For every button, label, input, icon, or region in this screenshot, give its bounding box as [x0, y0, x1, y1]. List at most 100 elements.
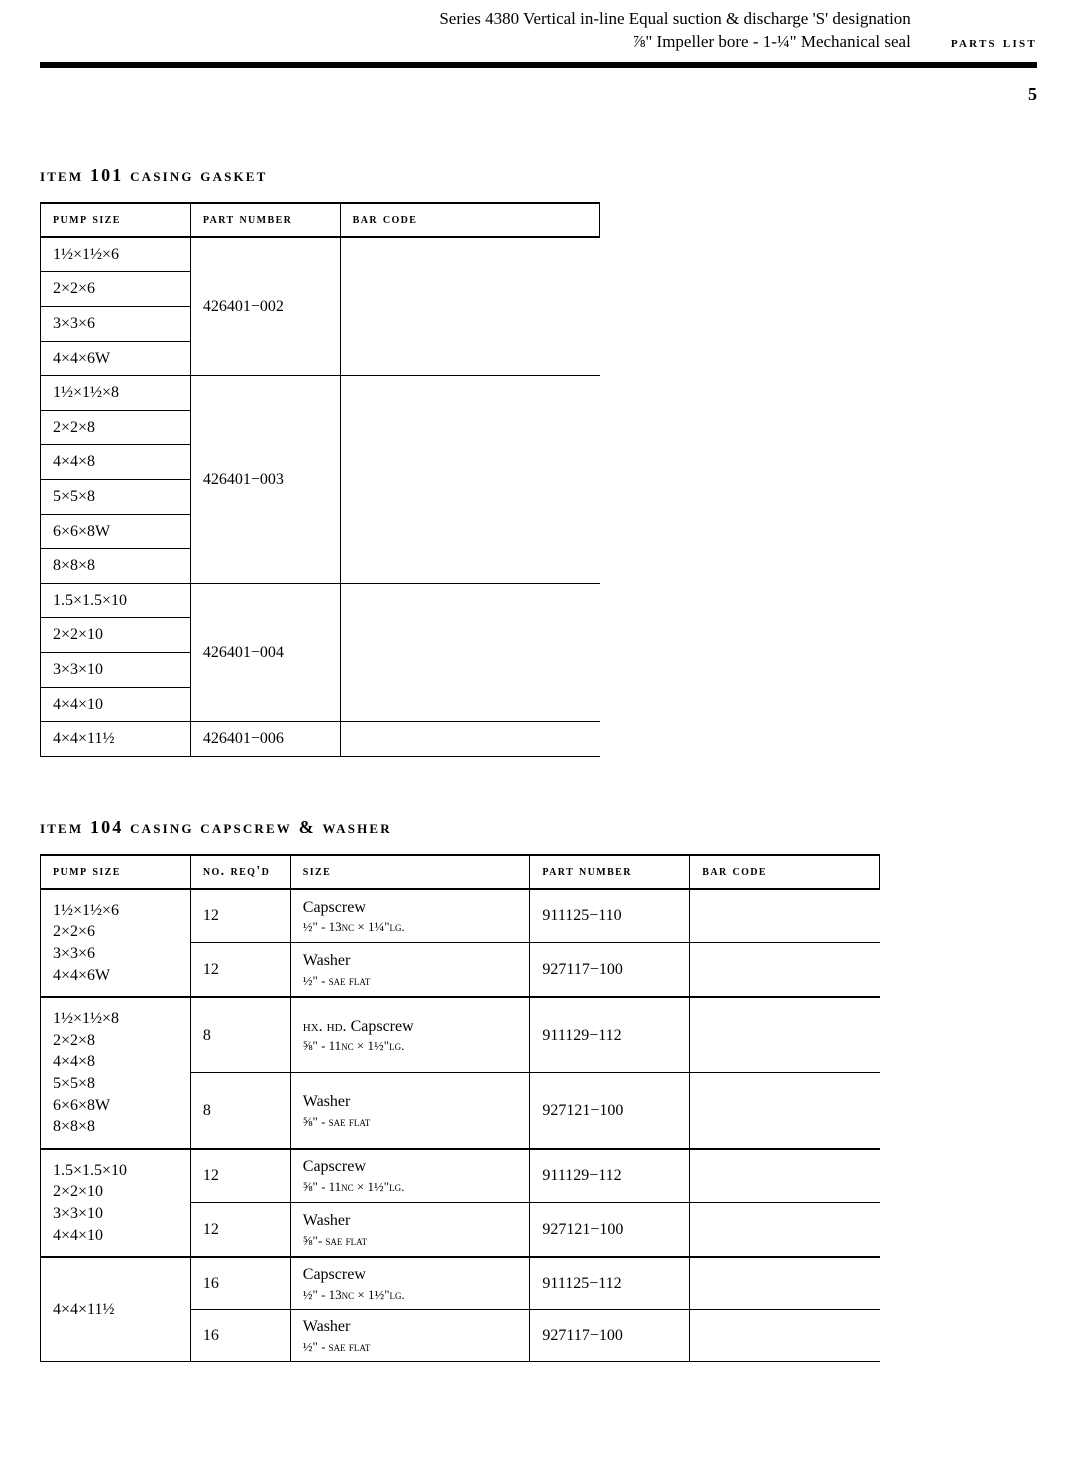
size-spec: ½" - sae flat [303, 972, 518, 990]
header-text-block: Series 4380 Vertical in-line Equal sucti… [439, 8, 911, 54]
table-item-101: pump size part number bar code 1½×1½×642… [40, 202, 600, 757]
col-no-reqd: no. req'd [190, 855, 290, 889]
table-row: 1.5×1.5×10 2×2×10 3×3×10 4×4×1012Capscre… [41, 1149, 880, 1203]
cell-pump-size: 4×4×11½ [41, 722, 191, 757]
cell-qty: 12 [190, 1149, 290, 1203]
cell-pump-size: 1½×1½×8 2×2×8 4×4×8 5×5×8 6×6×8W 8×8×8 [41, 997, 191, 1149]
cell-pump-size: 2×2×8 [41, 410, 191, 445]
cell-pump-size: 1.5×1.5×10 2×2×10 3×3×10 4×4×10 [41, 1149, 191, 1257]
page-header: Series 4380 Vertical in-line Equal sucti… [40, 0, 1037, 54]
size-spec: ½" - sae flat [303, 1338, 518, 1356]
cell-qty: 12 [190, 1203, 290, 1257]
cell-part-number: 426401−002 [190, 237, 340, 376]
cell-bar-code [340, 583, 599, 721]
cell-bar-code [690, 943, 880, 997]
cell-part-number: 426401−003 [190, 376, 340, 584]
size-spec: ⅝" - 11nc × 1½"lg. [303, 1037, 518, 1055]
col-part-number: part number [190, 203, 340, 237]
table-row: pump size part number bar code [41, 203, 600, 237]
size-spec: ½" - 13nc × 1¼"lg. [303, 918, 518, 936]
size-desc: Washer [303, 1210, 518, 1232]
cell-part-number: 911129−112 [530, 997, 690, 1073]
table-row: 1½×1½×8 2×2×8 4×4×8 5×5×8 6×6×8W 8×8×88h… [41, 997, 880, 1073]
page-number: 5 [40, 84, 1037, 105]
cell-pump-size: 2×2×6 [41, 272, 191, 307]
size-spec: ⅝" - sae flat [303, 1113, 518, 1131]
cell-pump-size: 6×6×8W [41, 514, 191, 549]
cell-qty: 16 [190, 1310, 290, 1362]
cell-part-number: 927117−100 [530, 943, 690, 997]
header-rule [40, 62, 1037, 68]
cell-bar-code [340, 376, 599, 584]
cell-part-number: 426401−006 [190, 722, 340, 757]
cell-qty: 12 [190, 943, 290, 997]
cell-part-number: 911129−112 [530, 1149, 690, 1203]
cell-part-number: 911125−112 [530, 1257, 690, 1310]
cell-pump-size: 1½×1½×8 [41, 376, 191, 411]
size-desc: hx. hd. Capscrew [303, 1016, 518, 1038]
cell-bar-code [690, 1257, 880, 1310]
size-spec: ⅝" - 11nc × 1½"lg. [303, 1178, 518, 1196]
size-desc: Washer [303, 1091, 518, 1113]
cell-pump-size: 4×4×6W [41, 341, 191, 376]
table-104-body: 1½×1½×6 2×2×6 3×3×6 4×4×6W12Capscrew½" -… [41, 889, 880, 1362]
col-pump-size: pump size [41, 203, 191, 237]
header-line-2: ⅞" Impeller bore - 1-¼" Mechanical seal [439, 31, 911, 54]
cell-pump-size: 8×8×8 [41, 549, 191, 584]
col-bar-code: bar code [690, 855, 880, 889]
table-item-104: pump size no. req'd size part number bar… [40, 854, 880, 1363]
cell-pump-size: 3×3×6 [41, 307, 191, 342]
cell-qty: 8 [190, 997, 290, 1073]
parts-list-label: parts list [951, 35, 1037, 54]
cell-pump-size: 3×3×10 [41, 653, 191, 688]
size-desc: Washer [303, 950, 518, 972]
cell-pump-size: 1.5×1.5×10 [41, 583, 191, 618]
cell-bar-code [690, 1149, 880, 1203]
cell-part-number: 426401−004 [190, 583, 340, 721]
size-spec: ⅝"- sae flat [303, 1232, 518, 1250]
table-row: 4×4×11½16Capscrew½" - 13nc × 1½"lg.91112… [41, 1257, 880, 1310]
cell-size: Capscrew½" - 13nc × 1½"lg. [290, 1257, 530, 1310]
cell-qty: 16 [190, 1257, 290, 1310]
cell-pump-size: 2×2×10 [41, 618, 191, 653]
col-part-number: part number [530, 855, 690, 889]
size-desc: Capscrew [303, 1156, 518, 1178]
col-size: size [290, 855, 530, 889]
cell-size: Washer½" - sae flat [290, 1310, 530, 1362]
cell-part-number: 911125−110 [530, 889, 690, 943]
cell-size: Capscrew½" - 13nc × 1¼"lg. [290, 889, 530, 943]
cell-part-number: 927121−100 [530, 1203, 690, 1257]
table-row: pump size no. req'd size part number bar… [41, 855, 880, 889]
cell-bar-code [690, 1310, 880, 1362]
cell-pump-size: 1½×1½×6 2×2×6 3×3×6 4×4×6W [41, 889, 191, 997]
cell-pump-size: 4×4×8 [41, 445, 191, 480]
table-101-body: 1½×1½×6426401−0022×2×63×3×64×4×6W1½×1½×8… [41, 237, 600, 756]
cell-bar-code [340, 722, 599, 757]
cell-bar-code [690, 889, 880, 943]
page: Series 4380 Vertical in-line Equal sucti… [0, 0, 1077, 1402]
table-row: 4×4×11½426401−006 [41, 722, 600, 757]
header-line-1: Series 4380 Vertical in-line Equal sucti… [439, 8, 911, 31]
cell-pump-size: 5×5×8 [41, 480, 191, 515]
cell-qty: 12 [190, 889, 290, 943]
cell-size: Washer⅝" - sae flat [290, 1073, 530, 1149]
section-title-104: item 104 casing capscrew & washer [40, 817, 1037, 838]
col-bar-code: bar code [340, 203, 599, 237]
cell-size: hx. hd. Capscrew⅝" - 11nc × 1½"lg. [290, 997, 530, 1073]
size-spec: ½" - 13nc × 1½"lg. [303, 1286, 518, 1304]
col-pump-size: pump size [41, 855, 191, 889]
size-desc: Washer [303, 1316, 518, 1338]
table-row: 1½×1½×6426401−002 [41, 237, 600, 272]
size-desc: Capscrew [303, 1264, 518, 1286]
cell-qty: 8 [190, 1073, 290, 1149]
table-row: 1.5×1.5×10426401−004 [41, 583, 600, 618]
section-title-101: item 101 casing gasket [40, 165, 1037, 186]
cell-bar-code [690, 1073, 880, 1149]
cell-pump-size: 4×4×11½ [41, 1257, 191, 1362]
cell-pump-size: 1½×1½×6 [41, 237, 191, 272]
cell-size: Capscrew⅝" - 11nc × 1½"lg. [290, 1149, 530, 1203]
cell-pump-size: 4×4×10 [41, 687, 191, 722]
size-desc: Capscrew [303, 897, 518, 919]
cell-bar-code [690, 997, 880, 1073]
cell-bar-code [340, 237, 599, 376]
